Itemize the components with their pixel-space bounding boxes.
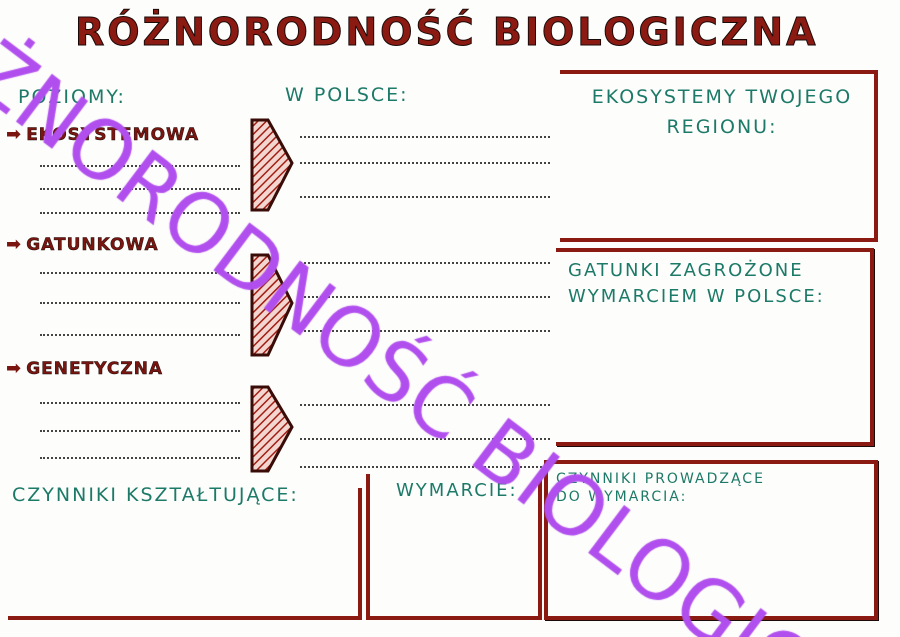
- levels-header: POZIOMY:: [18, 86, 126, 108]
- level-genetic: ➡ GENETYCZNA: [6, 358, 163, 379]
- chevron-icon: [250, 118, 294, 212]
- extinction-header: WYMARCIE:: [396, 480, 518, 501]
- level-label: EKOSYSTEMOWA: [26, 125, 200, 146]
- level-species: ➡ GATUNKOWA: [6, 234, 159, 255]
- chevron-arrows: [250, 118, 294, 473]
- level-label: GATUNKOWA: [26, 235, 159, 256]
- endangered-header: GATUNKI ZAGROŻONE WYMARCIEM W POLSCE:: [568, 260, 825, 307]
- level-ecosystem: ➡ EKOSYSTEMOWA: [6, 124, 199, 145]
- chevron-icon: [250, 253, 294, 357]
- factors-box: [8, 488, 362, 620]
- chevron-icon: [250, 385, 294, 473]
- extinction-causes-header: CZYNNIKI PROWADZĄCE DO WYMARCIA:: [556, 471, 765, 505]
- factors-header: CZYNNIKI KSZTAŁTUJĄCE:: [12, 484, 299, 506]
- arrow-right-icon: ➡: [6, 234, 22, 255]
- ecosystems-box: [560, 70, 878, 242]
- page-title: RÓŻNORODNOŚĆ BIOLOGICZNA: [74, 10, 819, 55]
- level-label: GENETYCZNA: [26, 359, 164, 380]
- in-poland-header: W POLSCE:: [285, 84, 409, 106]
- arrow-right-icon: ➡: [6, 358, 22, 379]
- arrow-right-icon: ➡: [6, 124, 22, 145]
